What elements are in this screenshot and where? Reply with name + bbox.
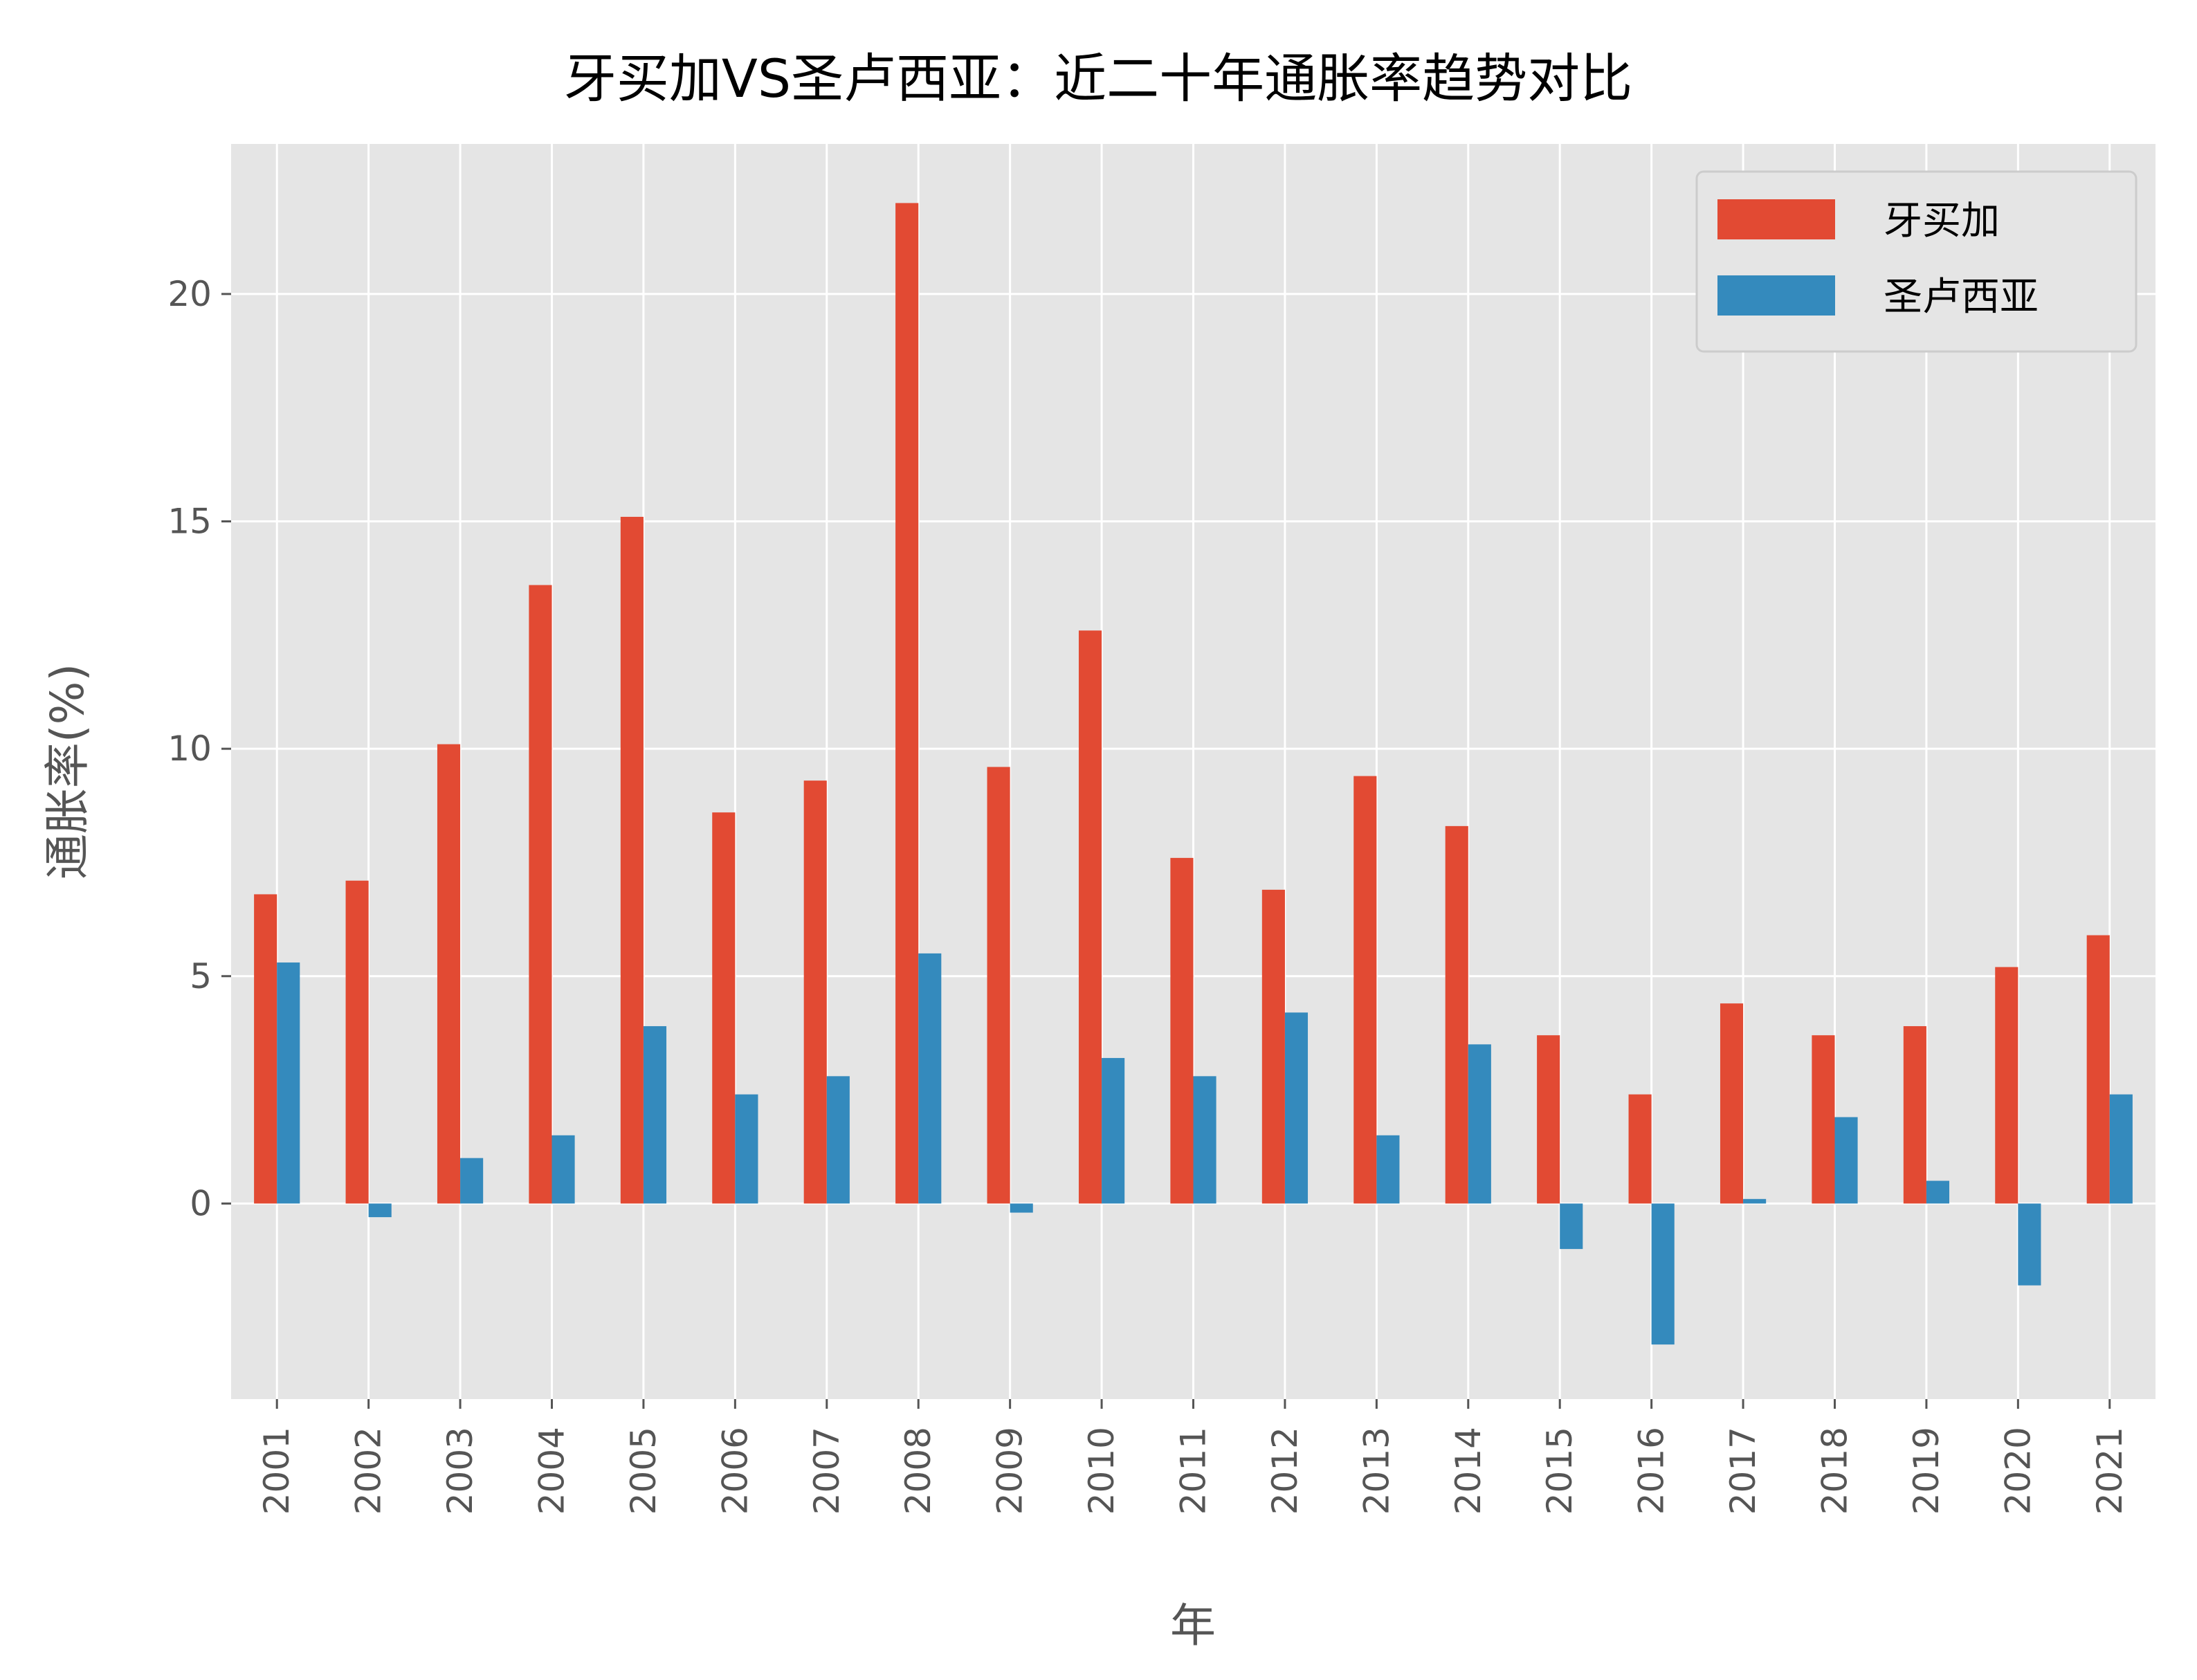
x-tick-label: 2011 — [1174, 1427, 1214, 1515]
bar-series1 — [1995, 967, 2018, 1204]
x-tick-label: 2001 — [257, 1427, 297, 1515]
bar-series1 — [1812, 1035, 1835, 1204]
bar-series2 — [1743, 1198, 1767, 1204]
bar-series1 — [895, 203, 919, 1204]
x-tick-label: 2018 — [1815, 1427, 1855, 1515]
y-axis-label: 通胀率(%) — [41, 664, 94, 879]
y-tick-label: 10 — [167, 729, 212, 769]
y-tick-label: 20 — [167, 274, 212, 314]
bar-series1 — [1445, 825, 1468, 1204]
x-tick-label: 2009 — [990, 1427, 1030, 1515]
bar-series2 — [460, 1158, 484, 1204]
bar-series1 — [1261, 889, 1285, 1204]
y-tick-label: 5 — [190, 956, 212, 996]
bar-series2 — [1102, 1058, 1125, 1204]
x-tick-label: 2005 — [623, 1427, 664, 1515]
legend-label: 牙买加 — [1884, 199, 2000, 244]
bar-series1 — [1353, 776, 1377, 1204]
x-tick-label: 2008 — [898, 1427, 938, 1515]
x-tick-label: 2002 — [349, 1427, 389, 1515]
axes: 0 5 10 15 20 2001 2002 2003 2004 2005 2006 2007 2008… — [167, 274, 2129, 1515]
y-tick-label: 0 — [190, 1183, 212, 1223]
x-tick-label: 2004 — [532, 1427, 572, 1515]
x-tick-label: 2017 — [1723, 1427, 1763, 1515]
bar-series1 — [1628, 1094, 1652, 1204]
bar-series1 — [620, 516, 644, 1204]
bar-series2 — [1560, 1203, 1583, 1250]
chart-title: 牙买加VS圣卢西亚：近二十年通胀率趋势对比 — [564, 48, 1632, 109]
x-tick-label: 2016 — [1632, 1427, 1672, 1515]
bar-series2 — [918, 953, 942, 1204]
y-tick-label: 15 — [167, 502, 212, 542]
bar-series2 — [735, 1094, 758, 1204]
x-tick-label: 2003 — [440, 1427, 480, 1515]
x-tick-label: 2010 — [1082, 1427, 1122, 1515]
x-tick-label: 2006 — [715, 1427, 755, 1515]
bar-series2 — [2109, 1094, 2133, 1204]
x-tick-label: 2015 — [1540, 1427, 1580, 1515]
bar-series1 — [529, 585, 552, 1204]
bar-series2 — [1193, 1076, 1216, 1204]
bar-series1 — [803, 780, 827, 1204]
bars — [254, 203, 2133, 1345]
x-tick-label: 2019 — [1906, 1427, 1947, 1515]
bar-series1 — [712, 812, 736, 1204]
bar-series2 — [1651, 1203, 1675, 1345]
bar-series1 — [1903, 1026, 1926, 1204]
bar-series1 — [2086, 935, 2110, 1204]
bar-series1 — [987, 767, 1010, 1204]
bar-series2 — [368, 1203, 392, 1218]
bar-series1 — [1078, 630, 1102, 1204]
legend-label: 圣卢西亚 — [1884, 275, 2039, 320]
x-tick-label: 2021 — [2090, 1427, 2130, 1515]
bar-series2 — [551, 1135, 575, 1204]
x-axis-label: 年 — [1170, 1599, 1216, 1652]
bar-series2 — [643, 1026, 667, 1204]
x-tick-label: 2014 — [1448, 1427, 1488, 1515]
bar-series1 — [345, 880, 369, 1204]
bar-series2 — [1926, 1180, 1950, 1204]
bar-series2 — [826, 1076, 850, 1204]
bar-series2 — [2018, 1203, 2041, 1286]
x-tick-label: 2007 — [807, 1427, 847, 1515]
bar-series1 — [254, 894, 277, 1204]
x-tick-label: 2020 — [1998, 1427, 2038, 1515]
bar-series2 — [1834, 1117, 1858, 1204]
x-tick-label: 2012 — [1265, 1427, 1305, 1515]
bar-series1 — [437, 744, 461, 1204]
bar-series1 — [1720, 1003, 1744, 1204]
bar-series2 — [1284, 1012, 1309, 1204]
bar-series2 — [1376, 1135, 1400, 1204]
bar-series1 — [1170, 857, 1194, 1204]
bar-series2 — [1010, 1203, 1033, 1213]
bar-series1 — [1537, 1035, 1560, 1204]
legend-swatch — [1717, 199, 1835, 239]
x-tick-label: 2013 — [1356, 1427, 1396, 1515]
bar-series2 — [277, 962, 300, 1204]
legend-swatch — [1717, 275, 1835, 316]
bar-series2 — [1468, 1044, 1491, 1204]
